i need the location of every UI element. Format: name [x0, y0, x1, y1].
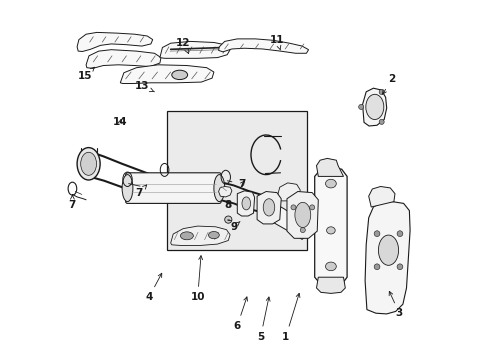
Ellipse shape: [358, 104, 363, 109]
Text: 9: 9: [230, 221, 240, 232]
Text: 11: 11: [269, 35, 284, 50]
Polygon shape: [316, 277, 345, 293]
Ellipse shape: [378, 89, 384, 94]
Ellipse shape: [290, 205, 295, 210]
Ellipse shape: [122, 175, 133, 202]
Polygon shape: [276, 183, 300, 201]
Text: 3: 3: [388, 291, 402, 318]
Polygon shape: [160, 41, 230, 58]
Text: 4: 4: [145, 273, 162, 302]
Ellipse shape: [294, 202, 310, 228]
Ellipse shape: [325, 179, 336, 188]
Polygon shape: [170, 226, 230, 246]
Text: 15: 15: [78, 67, 94, 81]
Polygon shape: [86, 50, 161, 68]
Polygon shape: [218, 39, 308, 53]
Polygon shape: [237, 191, 254, 216]
Ellipse shape: [180, 232, 193, 240]
Polygon shape: [368, 186, 394, 207]
Ellipse shape: [378, 120, 384, 125]
Text: 1: 1: [282, 293, 299, 342]
Text: 10: 10: [190, 256, 204, 302]
Ellipse shape: [396, 231, 402, 237]
Ellipse shape: [326, 227, 335, 234]
Text: 5: 5: [257, 297, 269, 342]
Ellipse shape: [242, 197, 250, 210]
Text: 13: 13: [134, 81, 154, 92]
Text: 7: 7: [238, 179, 245, 189]
Ellipse shape: [300, 228, 305, 233]
Polygon shape: [365, 202, 409, 314]
Text: 8: 8: [224, 200, 231, 210]
Ellipse shape: [309, 205, 314, 210]
Ellipse shape: [396, 264, 402, 270]
Ellipse shape: [373, 231, 379, 237]
Ellipse shape: [365, 94, 383, 120]
Polygon shape: [258, 196, 306, 239]
Ellipse shape: [325, 262, 336, 271]
Polygon shape: [77, 32, 152, 51]
Text: 7: 7: [69, 195, 76, 210]
Polygon shape: [286, 192, 318, 238]
Polygon shape: [257, 192, 281, 224]
Text: 6: 6: [233, 297, 247, 331]
Ellipse shape: [378, 235, 398, 265]
Text: 7: 7: [135, 185, 146, 198]
Polygon shape: [218, 186, 231, 197]
Ellipse shape: [171, 70, 187, 80]
FancyBboxPatch shape: [125, 173, 221, 203]
Polygon shape: [362, 88, 386, 126]
Text: 12: 12: [176, 38, 190, 54]
Ellipse shape: [213, 175, 224, 202]
Text: 14: 14: [113, 117, 127, 127]
Ellipse shape: [373, 264, 379, 270]
Polygon shape: [120, 65, 213, 84]
Text: 2: 2: [382, 74, 395, 94]
Bar: [167, 111, 306, 250]
Ellipse shape: [81, 152, 96, 175]
Ellipse shape: [208, 231, 219, 239]
Polygon shape: [316, 158, 343, 176]
Ellipse shape: [263, 199, 274, 216]
Ellipse shape: [224, 216, 231, 223]
Ellipse shape: [77, 148, 100, 180]
Polygon shape: [314, 167, 346, 286]
